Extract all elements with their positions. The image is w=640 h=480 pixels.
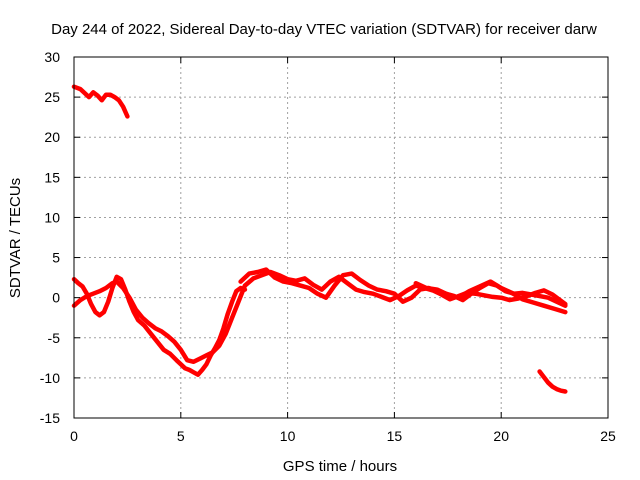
- series-line-arc-2: [71, 274, 248, 377]
- x-tick-label: 15: [387, 428, 403, 444]
- y-tick-label: 30: [44, 49, 60, 65]
- x-tick-label: 10: [280, 428, 296, 444]
- x-tick-label: 25: [600, 428, 616, 444]
- y-tick-label: 10: [44, 209, 60, 225]
- axis-ticks: [73, 56, 609, 419]
- series-line-arc-5: [413, 279, 568, 315]
- plot-frame: [73, 56, 609, 419]
- y-axis-label: SDTVAR / TECUs: [7, 178, 24, 298]
- grid: [74, 57, 608, 418]
- series-line-arc-6: [537, 369, 568, 394]
- y-tick-label: 0: [52, 290, 60, 306]
- x-tick-label: 20: [493, 428, 509, 444]
- series-line-arc-1: [71, 84, 130, 119]
- x-tick-label: 5: [177, 428, 185, 444]
- chart-title: Day 244 of 2022, Sidereal Day-to-day VTE…: [51, 21, 597, 38]
- x-tick-labels: 0 5 10 15 20 25: [70, 428, 616, 444]
- y-tick-label: 15: [44, 169, 60, 185]
- series-group: [71, 84, 568, 394]
- y-tick-label: 25: [44, 89, 60, 105]
- y-tick-label: 5: [52, 250, 60, 266]
- y-tick-label: -5: [48, 330, 61, 346]
- series-line-arc-3: [71, 269, 568, 365]
- y-tick-label: 20: [44, 129, 60, 145]
- y-tick-label: -10: [40, 370, 60, 386]
- y-tick-label: -15: [40, 410, 60, 426]
- y-tick-labels: -15 -10 -5 0 5 10 15 20 25 30: [40, 49, 60, 426]
- x-axis-label: GPS time / hours: [283, 458, 397, 475]
- x-tick-label: 0: [70, 428, 78, 444]
